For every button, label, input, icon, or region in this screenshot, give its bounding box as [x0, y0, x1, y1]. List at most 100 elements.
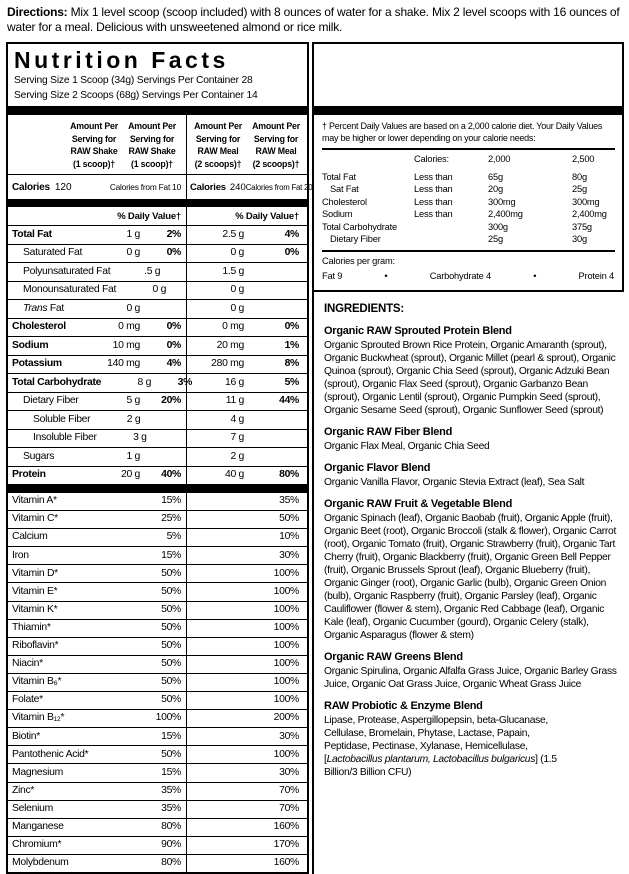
rule-line — [322, 249, 615, 252]
nutrient-name-main: Total Carbohydrate — [12, 376, 102, 388]
nutrient-row: Potassium 140 mg 4% 280 mg 8% — [8, 356, 307, 374]
nutrient-shake-cells: Sodium 10 mg 0% — [8, 340, 186, 353]
nutrient-name-main: Fat — [47, 302, 64, 314]
rule-line — [322, 148, 615, 150]
vitamin-shake-cells: Pantothenic Acid* 50% — [8, 749, 186, 762]
vitamin-name: Riboflavin* — [12, 640, 59, 652]
vitamin-row: Vitamin A* 15% 35% — [8, 493, 307, 512]
shake-daily-value: 80% — [161, 820, 181, 832]
vitamin-row: Manganese 80% 160% — [8, 819, 307, 837]
nutrient-name-main: Protein — [12, 469, 46, 480]
shake-daily-value: 50% — [161, 748, 181, 760]
vitamin-meal-cells: 100% — [186, 658, 307, 671]
shake-daily-value: 50% — [161, 603, 181, 615]
meal-daily-value: 1% — [284, 339, 300, 351]
nutrient-name: Trans Fat — [12, 303, 90, 316]
vitamin-meal-cells: 100% — [186, 694, 307, 707]
vitamin-name: Vitamin B₆* — [12, 676, 62, 688]
vitamin-name: Folate* — [12, 694, 43, 706]
calories-per-gram-label: Calories per gram: — [322, 255, 395, 266]
dv-row-2000-value: 25g — [488, 234, 503, 244]
nutrient-row: Trans Fat 0 g 0 g — [8, 300, 307, 319]
meal-amount: 0 g — [230, 284, 244, 295]
daily-value-header-label: % Daily Value† — [235, 211, 299, 222]
nutrient-name-text: Polyunsaturated Fat — [23, 266, 111, 277]
nutrient-shake-cells: Potassium 140 mg 4% — [8, 358, 186, 371]
nutrient-meal-cells: 0 mg 0% — [186, 321, 307, 334]
meal-daily-value: 100% — [273, 658, 300, 670]
meal-daily-value: 170% — [273, 839, 300, 851]
nutrient-name-text: Monounsaturated Fat — [23, 284, 116, 295]
nutrient-row: Sodium 10 mg 0% 20 mg 1% — [8, 337, 307, 356]
nutrient-shake-cells: Polyunsaturated Fat .5 g — [8, 266, 186, 279]
dv-row-2500-value: 30g — [572, 234, 587, 244]
nutrient-name-main: Monounsaturated Fat — [23, 284, 117, 295]
vitamin-row: Vitamin B₆* 50% 100% — [8, 674, 307, 693]
nutrient-name-text: Protein — [12, 469, 46, 480]
daily-values-row: Sodium Less than 2,400mg 2,400mg — [322, 208, 615, 221]
ingredient-blend: Organic RAW Fruit & Vegetable Blend Orga… — [324, 498, 622, 642]
calories-meal: Calories 240 Calories from Fat 20 — [186, 182, 317, 193]
footnote-header-spacer — [314, 44, 622, 106]
carbohydrate-per-gram: Carbohydrate 4 — [429, 271, 492, 281]
nutrient-shake-cells: Sugars 1 g — [8, 451, 186, 464]
shake-amount: 8 g — [137, 376, 152, 388]
daily-values-footnote-panel: † Percent Daily Values are based on a 2,… — [314, 42, 624, 292]
shake-amount: 0 g — [126, 302, 140, 314]
vitamin-name: Calcium — [12, 531, 48, 543]
dv-row-2000-value: 300g — [488, 221, 508, 232]
vitamin-shake-cells: Zinc* 35% — [8, 785, 186, 798]
nutrient-name-text: Insoluble Fiber — [33, 432, 97, 443]
vitamin-name: Iron — [12, 549, 29, 561]
meal-amount: 7 g — [230, 432, 244, 443]
nutrient-meal-cells: 0 g — [186, 284, 307, 297]
nutrient-name-text: Dietary Fiber — [23, 395, 79, 406]
vitamin-name: Niacin* — [12, 658, 43, 670]
nutrient-meal-cells: 20 mg 1% — [186, 340, 307, 353]
dv-row-label: Cholesterol — [322, 196, 367, 207]
vitamin-shake-cells: Vitamin D* 50% — [8, 568, 186, 581]
nutrient-name-text: Sodium — [12, 340, 49, 351]
dv-row-label: Dietary Fiber — [330, 234, 381, 244]
vitamin-meal-cells: 200% — [186, 712, 307, 725]
nutrient-row: Total Fat 1 g 2% 2.5 g 4% — [8, 226, 307, 245]
vitamin-row: Riboflavin* 50% 100% — [8, 638, 307, 656]
directions: Directions: Mix 1 level scoop (scoop inc… — [0, 0, 629, 40]
thick-divider-bar — [8, 199, 307, 207]
vitamin-row: Vitamin K* 50% 100% — [8, 602, 307, 620]
nutrient-row: Saturated Fat 0 g 0% 0 g 0% — [8, 245, 307, 263]
column-divider-line — [186, 115, 187, 872]
shake-daily-value: 50% — [161, 567, 181, 579]
column-headers-row: Amount Per Serving for RAW Shake (1 scoo… — [8, 115, 307, 175]
vitamin-meal-cells: 30% — [186, 731, 307, 744]
vitamin-shake-cells: Vitamin B₆* 50% — [8, 676, 186, 689]
blend-ingredients-text: Organic Sprouted Brown Rice Protein, Org… — [324, 339, 622, 417]
shake-daily-value: 100% — [155, 712, 182, 724]
vitamin-rows: Vitamin A* 15% 35% Vitamin C* — [8, 493, 307, 872]
nutrient-shake-cells: Monounsaturated Fat 0 g — [8, 284, 186, 297]
vitamin-name: Thiamin* — [12, 621, 51, 633]
dv-row-2000-value: 65g — [488, 171, 503, 182]
vitamin-row: Pantothenic Acid* 50% 100% — [8, 746, 307, 765]
meal-daily-value: 70% — [279, 802, 299, 814]
meal-daily-value: 160% — [273, 820, 300, 832]
shake-amount: 10 mg — [112, 339, 141, 351]
meal-daily-value: 160% — [273, 857, 300, 869]
blend-text-pre: Lipase, Protease, Aspergillopepsin, beta… — [324, 714, 548, 765]
meal-daily-value: 200% — [273, 712, 300, 724]
vitamin-name: Zinc* — [12, 784, 35, 796]
calories-from-fat: Calories from Fat 20 — [245, 182, 313, 192]
daily-value-header-shake: % Daily Value† — [8, 211, 186, 222]
nutrient-name-text: Saturated Fat — [23, 247, 82, 258]
shake-amount: 140 mg — [107, 358, 140, 369]
serving-size-line-2: Serving Size 2 Scoops (68g) Servings Per… — [14, 90, 258, 101]
blend-text-post: ] (1.5 Billion/3 Billion CFU) — [324, 753, 557, 778]
nutrient-meal-cells: 0 g — [186, 303, 307, 316]
nutrient-meal-cells: 4 g — [186, 414, 307, 427]
shake-header-group: Amount Per Serving for RAW Shake (1 scoo… — [8, 120, 186, 170]
dv-row-qualifier: Less than — [414, 196, 453, 207]
nutrient-name-text: Soluble Fiber — [33, 414, 91, 425]
nutrition-facts-panel: Nutrition Facts Serving Size 1 Scoop (34… — [6, 42, 313, 874]
vitamin-shake-cells: Biotin* 15% — [8, 731, 186, 744]
ingredients-title: INGREDIENTS: — [324, 302, 405, 315]
